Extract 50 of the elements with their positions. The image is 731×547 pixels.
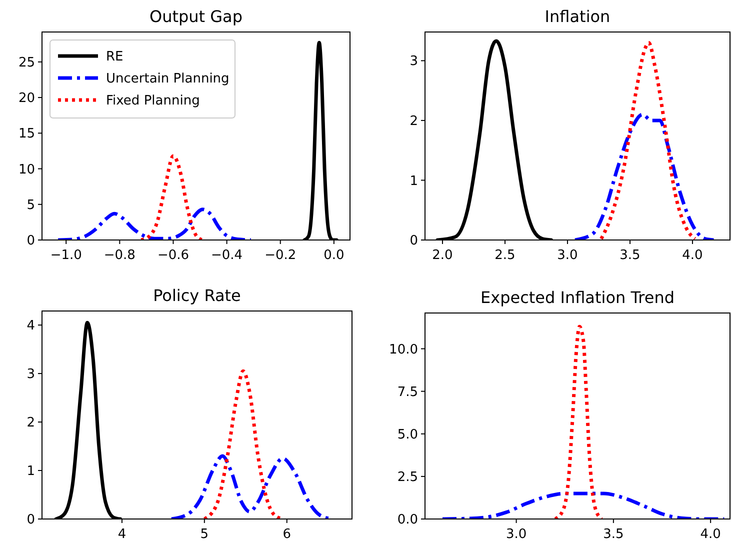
y-tick-label: 2: [410, 114, 418, 130]
y-tick-label: 3: [26, 367, 35, 382]
line-series: [56, 208, 253, 240]
chart-title: Inflation: [544, 7, 610, 26]
x-tick-label: 4.0: [682, 248, 703, 263]
y-tick-label: 4: [26, 318, 35, 334]
y-tick-label: 0: [26, 234, 35, 249]
x-tick-label: −0.4: [211, 248, 243, 263]
x-tick-label: 4: [118, 527, 126, 542]
x-tick-label: −0.6: [157, 248, 190, 263]
legend-label: Fixed Planning: [106, 94, 200, 109]
chart-title: Policy Rate: [153, 286, 241, 305]
y-tick-label: 15: [18, 126, 35, 142]
y-tick-label: 5.0: [397, 427, 418, 442]
line-series: [573, 112, 716, 240]
y-tick-label: 2: [26, 416, 35, 431]
chart-title: Expected Inflation Trend: [480, 288, 674, 307]
line-series: [440, 492, 726, 519]
x-tick-label: 3.5: [603, 527, 624, 542]
x-tick-label: 3.5: [620, 248, 640, 263]
line-series: [139, 154, 204, 240]
x-tick-label: 3.0: [557, 248, 578, 263]
x-tick-label: 4.0: [700, 527, 721, 542]
line-series: [553, 324, 604, 519]
x-tick-label: −0.2: [264, 248, 296, 263]
y-tick-label: 0.0: [397, 512, 418, 528]
y-tick-label: 0: [410, 234, 418, 249]
x-tick-label: 2.0: [432, 248, 453, 263]
y-tick-label: 2.5: [397, 470, 418, 485]
line-series: [600, 41, 697, 240]
x-tick-label: 2.5: [494, 248, 516, 263]
y-tick-label: 0: [26, 512, 35, 528]
y-tick-label: 1: [26, 464, 35, 480]
y-tick-label: 10.0: [389, 342, 418, 358]
x-tick-label: 5: [200, 527, 209, 542]
legend-label: Uncertain Planning: [106, 72, 230, 87]
x-tick-label: 6: [282, 527, 292, 542]
x-tick-label: 0.0: [324, 248, 344, 263]
y-tick-label: 10: [18, 162, 35, 178]
y-tick-label: 5: [26, 198, 35, 213]
y-tick-label: 20: [18, 91, 35, 106]
x-tick-label: −0.8: [104, 248, 136, 263]
y-tick-label: 7.5: [397, 384, 418, 400]
y-tick-label: 1: [410, 174, 418, 189]
x-tick-label: 3.0: [506, 527, 527, 542]
legend-label: RE: [106, 50, 124, 65]
y-tick-label: 3: [410, 54, 418, 70]
x-tick-label: −1.0: [50, 248, 82, 263]
chart-title: Output Gap: [149, 7, 243, 26]
y-tick-label: 25: [18, 55, 35, 70]
